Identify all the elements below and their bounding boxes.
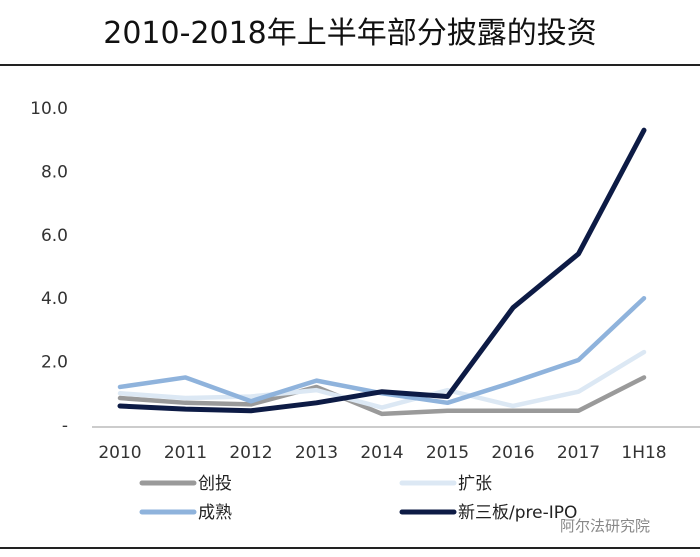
x-tick-label: 2014 (360, 443, 403, 463)
y-tick-label: 10.0 (30, 99, 68, 119)
title-divider (0, 64, 700, 66)
chart-title: 2010-2018年上半年部分披露的投资 (103, 16, 597, 51)
x-tick-label: 1H18 (621, 443, 666, 463)
series-line-4 (117, 127, 647, 414)
x-tick-label: 2013 (295, 443, 338, 463)
x-tick-label: 2010 (98, 443, 141, 463)
y-tick-label: - (62, 416, 68, 436)
x-tick-label: 2012 (229, 443, 272, 463)
y-tick-label: 6.0 (41, 226, 68, 246)
x-tick-label: 2015 (426, 443, 469, 463)
watermark: 阿尔法研究院 (560, 517, 651, 535)
y-tick-label: 8.0 (41, 162, 68, 182)
x-tick-label: 2016 (491, 443, 534, 463)
y-tick-label: 2.0 (41, 353, 68, 373)
legend-label: 创投 (198, 474, 232, 494)
x-tick-label: 2011 (164, 443, 207, 463)
legend-label: 成熟 (198, 502, 232, 523)
legend-label: 新三板/pre-IPO (458, 503, 577, 523)
legend-label: 扩张 (458, 474, 492, 494)
series-line-3 (117, 295, 647, 406)
y-tick-label: 4.0 (41, 289, 68, 309)
x-tick-label: 2017 (557, 443, 600, 463)
bottom-divider (0, 547, 700, 549)
